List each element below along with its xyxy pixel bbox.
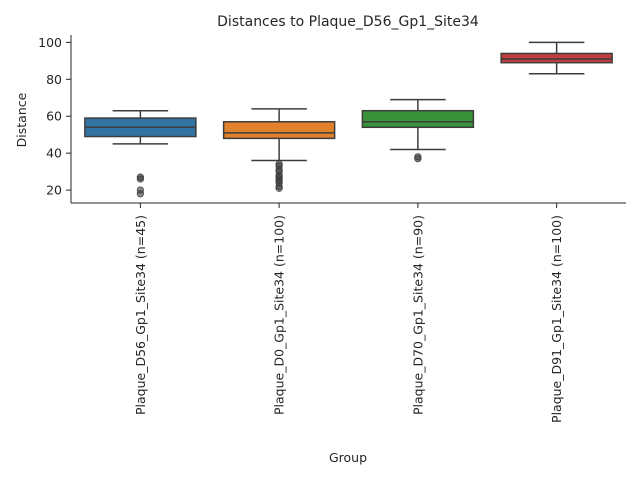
x-tick-label: Plaque_D56_Gp1_Site34 (n=45) [133, 215, 148, 415]
box-group [500, 41, 613, 75]
outlier-point [275, 184, 283, 192]
outlier-point [136, 175, 144, 183]
outlier-point [136, 190, 144, 198]
x-tick-label: Plaque_D0_Gp1_Site34 (n=100) [272, 215, 287, 415]
x-tick-label: Plaque_D91_Gp1_Site34 (n=100) [549, 215, 564, 423]
y-axis-ticks: 20 40 60 80 100 [38, 35, 71, 198]
outlier-point [414, 155, 422, 163]
y-tick-label: 80 [46, 72, 62, 87]
chart-title: Distances to Plaque_D56_Gp1_Site34 [217, 14, 479, 30]
x-tick-label: Plaque_D70_Gp1_Site34 (n=90) [410, 215, 425, 415]
box-group [361, 98, 475, 163]
box-group [84, 109, 197, 198]
box-group [222, 108, 336, 192]
x-axis-label: Group [329, 450, 367, 465]
x-axis-ticks: Plaque_D56_Gp1_Site34 (n=45) Plaque_D0_Gp… [133, 203, 564, 423]
y-tick-label: 60 [46, 109, 62, 124]
box-iqr [361, 109, 475, 129]
y-tick-label: 40 [46, 146, 62, 161]
y-tick-label: 100 [38, 35, 62, 50]
boxes-layer [84, 41, 613, 198]
y-axis-label: Distance [14, 92, 29, 147]
box-iqr [500, 52, 613, 64]
y-tick-label: 20 [46, 183, 62, 198]
box-iqr [222, 121, 336, 140]
